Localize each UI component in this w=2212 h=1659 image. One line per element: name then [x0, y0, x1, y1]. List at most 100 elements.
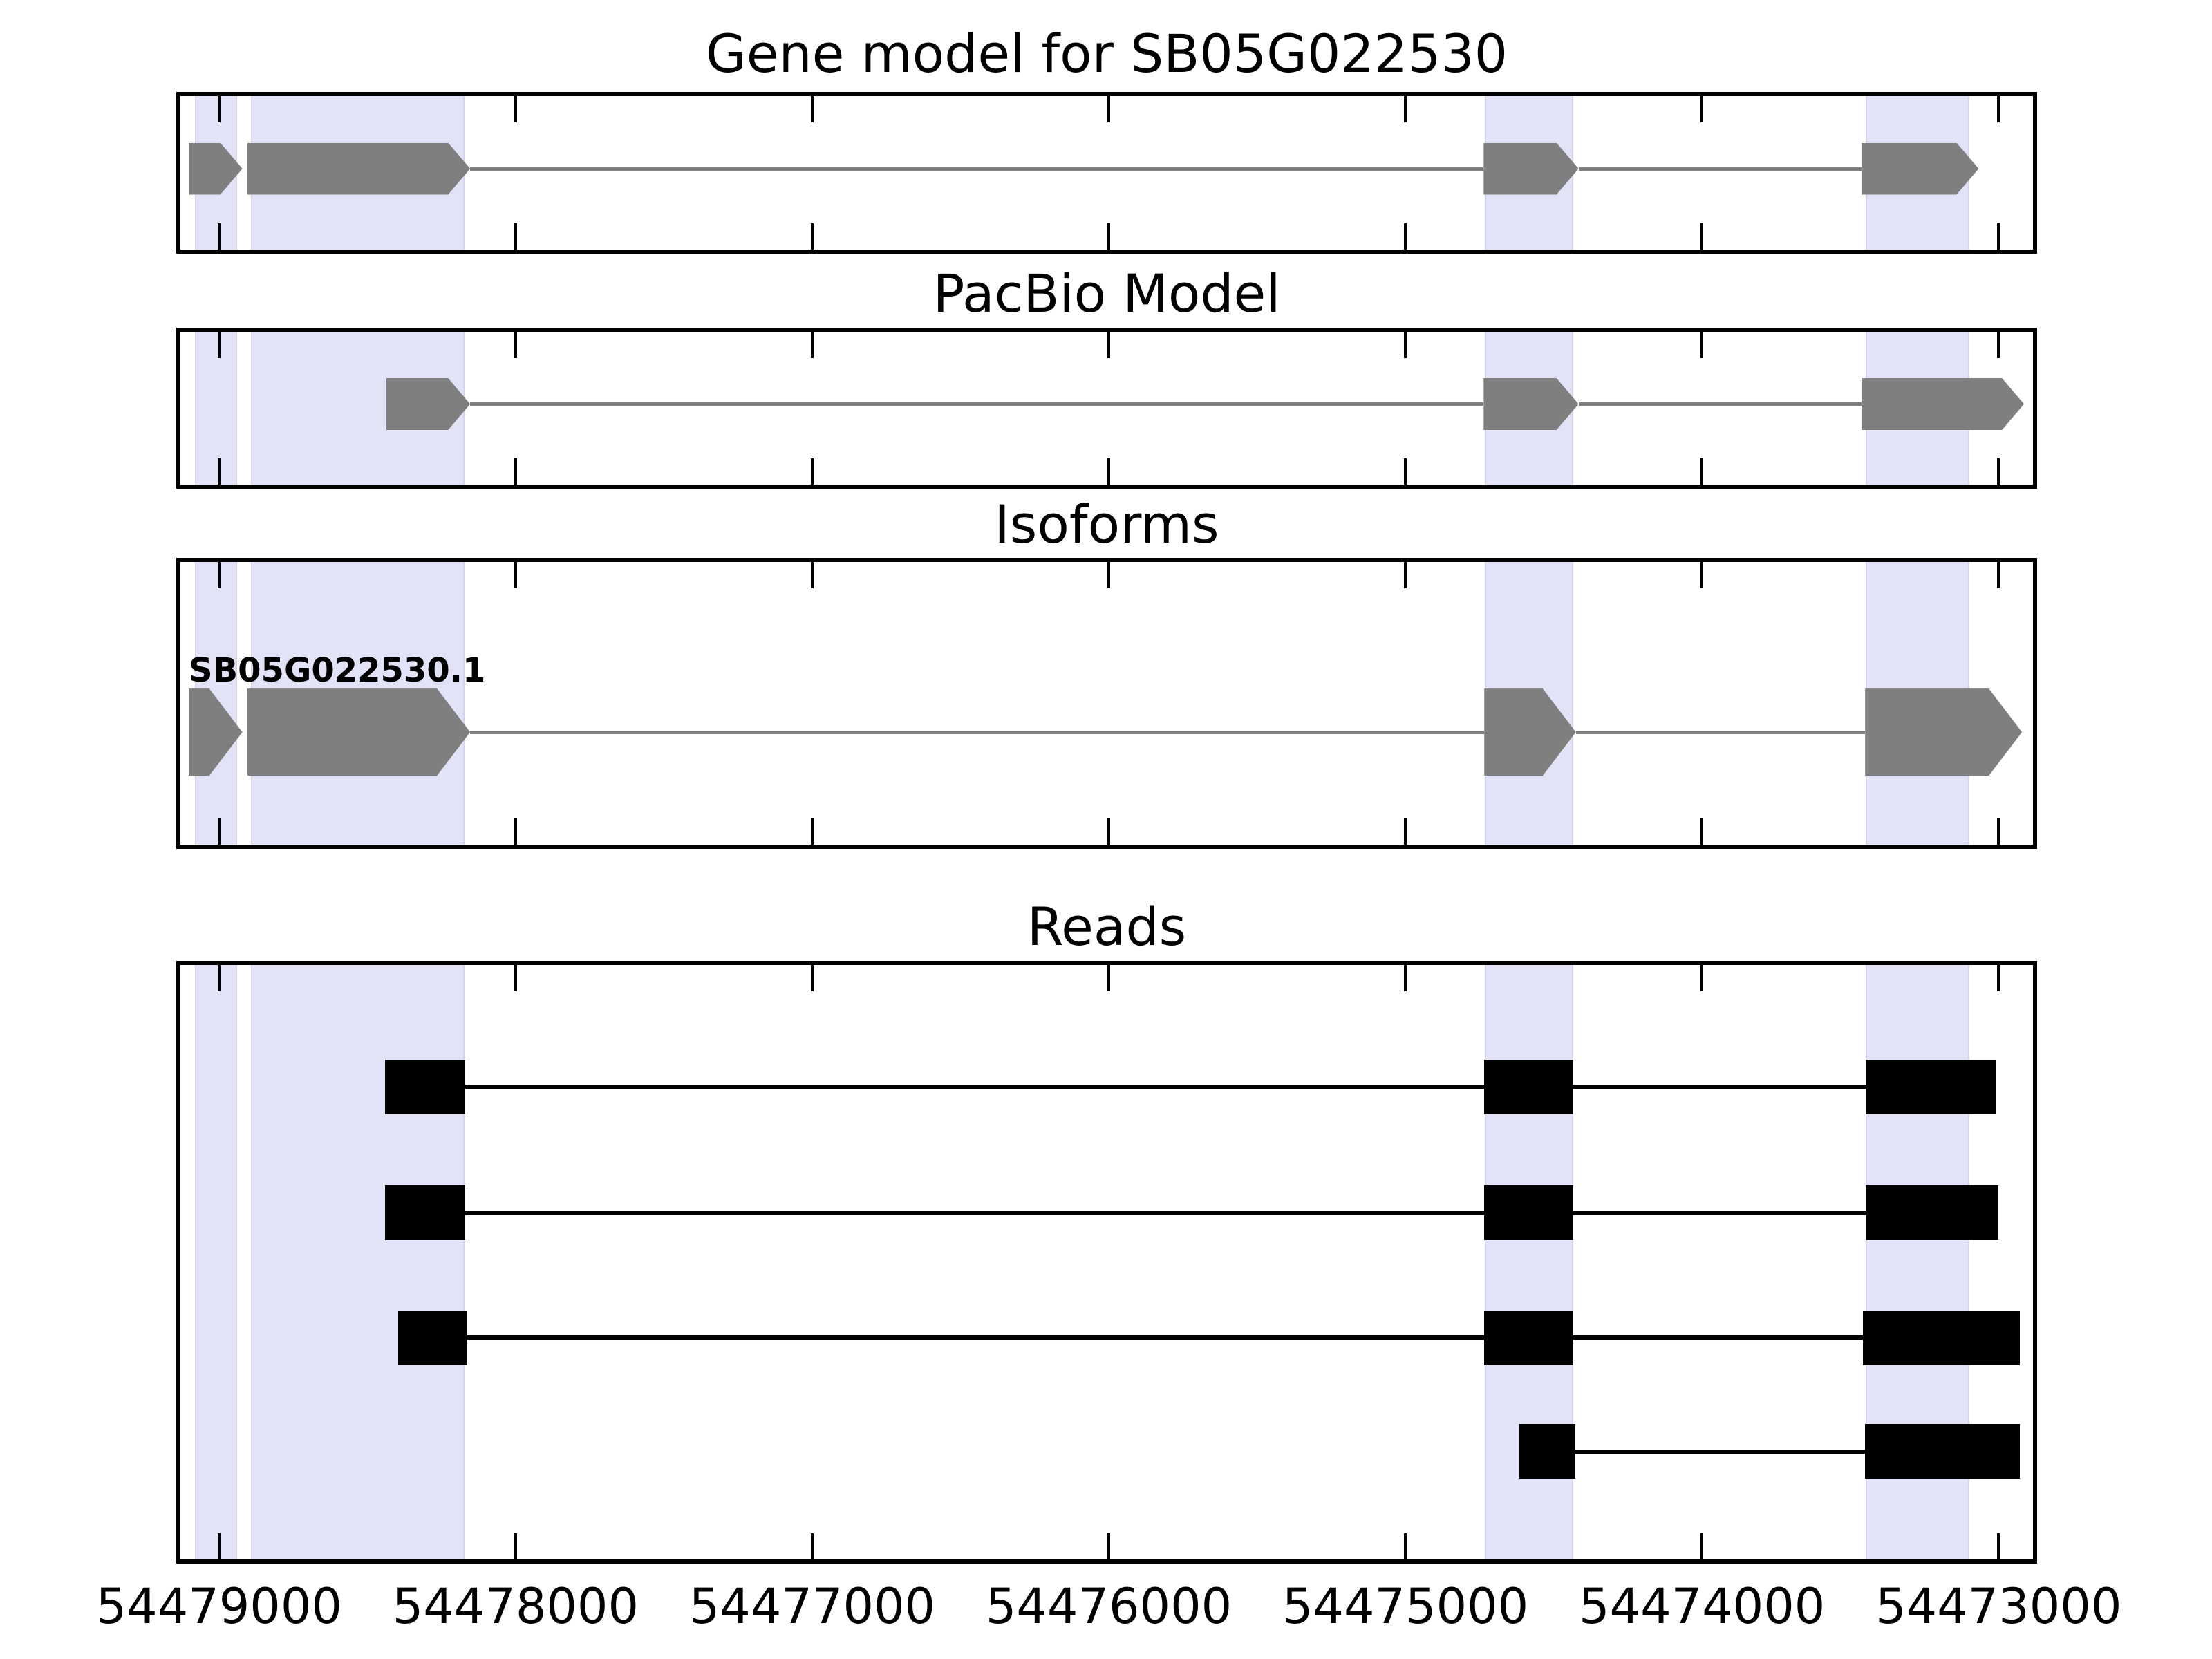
- axis-tick: [514, 562, 517, 588]
- axis-tick: [810, 965, 814, 991]
- axis-tick: [1107, 1533, 1110, 1559]
- axis-tick: [1107, 562, 1110, 588]
- axis-tick: [1404, 223, 1407, 250]
- axis-tick: [1404, 458, 1407, 485]
- read-exon: [397, 1310, 468, 1365]
- axis-tick: [1404, 562, 1407, 588]
- axis-tick: [217, 458, 221, 485]
- axis-tick: [1700, 96, 1704, 122]
- exon-shape: [1862, 143, 1978, 195]
- axis-tick: [1997, 562, 2000, 588]
- intron-line: [470, 402, 1484, 406]
- axis-tick: [514, 332, 517, 358]
- read-exon: [384, 1185, 466, 1241]
- intron-line: [1573, 1085, 1866, 1089]
- title-reads: Reads: [1027, 896, 1187, 957]
- axis-tick-label: 54473000: [1875, 1578, 2122, 1635]
- axis-tick: [810, 1533, 814, 1559]
- intron-line: [470, 167, 1484, 171]
- highlight-band: [195, 332, 237, 485]
- exon-shape: [247, 143, 471, 195]
- exon-shape: [247, 688, 471, 776]
- panel-pacbio-model: [176, 328, 2037, 489]
- axis-tick: [1700, 1533, 1704, 1559]
- axis-tick: [1997, 1533, 2000, 1559]
- axis-tick: [1997, 332, 2000, 358]
- panel-reads: [176, 961, 2037, 1564]
- axis-tick: [217, 562, 221, 588]
- axis-tick: [1107, 332, 1110, 358]
- axis-tick: [1997, 965, 2000, 991]
- axis-tick: [810, 458, 814, 485]
- x-axis-labels: 54479000 54478000 54477000 54476000 54475000…: [96, 1578, 2122, 1640]
- axis-tick: [810, 96, 814, 122]
- read-exon: [1484, 1185, 1573, 1241]
- panel-gene-model: [176, 92, 2037, 254]
- exon-shape: [1483, 143, 1578, 195]
- axis-tick: [1997, 96, 2000, 122]
- axis-tick: [1700, 562, 1704, 588]
- axis-tick: [810, 562, 814, 588]
- axis-tick: [1107, 458, 1110, 485]
- axis-tick: [514, 818, 517, 845]
- intron-line: [467, 1335, 1485, 1340]
- axis-tick: [1107, 965, 1110, 991]
- read-exon: [1484, 1310, 1573, 1365]
- isoform-label: SB05G022530.1: [189, 651, 486, 691]
- axis-tick: [1700, 818, 1704, 845]
- axis-tick: [217, 223, 221, 250]
- read-exon: [1865, 1424, 2021, 1479]
- axis-tick: [217, 332, 221, 358]
- read-exon: [1866, 1059, 1997, 1114]
- axis-tick: [217, 96, 221, 122]
- axis-tick: [810, 332, 814, 358]
- axis-tick: [1404, 332, 1407, 358]
- intron-line: [465, 1085, 1485, 1089]
- axis-tick: [514, 96, 517, 122]
- axis-tick: [514, 1533, 517, 1559]
- axis-tick-label: 54477000: [688, 1578, 936, 1635]
- exon-shape: [1483, 378, 1578, 430]
- intron-line: [1573, 1335, 1864, 1340]
- highlight-band: [250, 965, 465, 1559]
- read-exon: [384, 1059, 466, 1114]
- axis-tick: [1700, 458, 1704, 485]
- axis-tick: [1700, 965, 1704, 991]
- axis-tick: [217, 818, 221, 845]
- axis-tick-label: 54474000: [1578, 1578, 1826, 1635]
- axis-tick-label: 54479000: [95, 1578, 342, 1635]
- read-exon: [1519, 1424, 1575, 1479]
- axis-tick: [1404, 965, 1407, 991]
- title-gene-model: Gene model for SB05G022530: [705, 23, 1508, 84]
- axis-tick: [1700, 332, 1704, 358]
- exon-shape: [1865, 688, 2022, 776]
- axis-tick: [514, 458, 517, 485]
- axis-tick-label: 54475000: [1282, 1578, 1529, 1635]
- axis-tick: [1997, 818, 2000, 845]
- intron-line: [1578, 167, 1862, 171]
- axis-tick: [1404, 818, 1407, 845]
- exon-shape: [1862, 378, 2024, 430]
- axis-tick: [810, 223, 814, 250]
- axis-tick: [217, 965, 221, 991]
- axis-tick: [1107, 96, 1110, 122]
- title-isoforms: Isoforms: [994, 494, 1219, 555]
- intron-line: [1578, 402, 1862, 406]
- axis-tick-label: 54476000: [985, 1578, 1232, 1635]
- panel-isoforms: SB05G022530.1: [176, 558, 2037, 849]
- intron-line: [1573, 1210, 1866, 1215]
- axis-tick: [1997, 458, 2000, 485]
- intron-line: [465, 1210, 1485, 1215]
- axis-tick: [1700, 223, 1704, 250]
- read-exon: [1484, 1059, 1573, 1114]
- axis-tick: [514, 965, 517, 991]
- axis-tick: [514, 223, 517, 250]
- axis-tick: [1997, 223, 2000, 250]
- intron-line: [1575, 1449, 1866, 1454]
- axis-tick: [217, 1533, 221, 1559]
- intron-line: [470, 730, 1485, 734]
- intron-line: [1575, 730, 1866, 734]
- title-pacbio-model: PacBio Model: [932, 263, 1281, 324]
- read-exon: [1863, 1310, 2021, 1365]
